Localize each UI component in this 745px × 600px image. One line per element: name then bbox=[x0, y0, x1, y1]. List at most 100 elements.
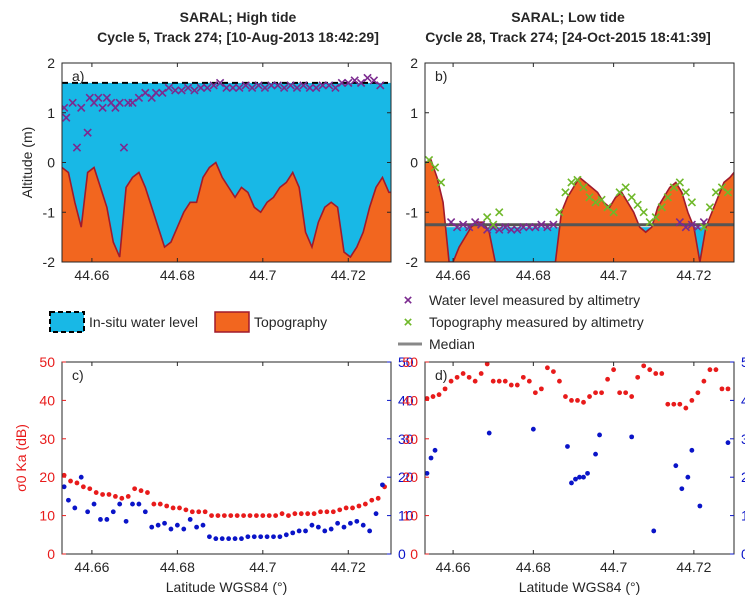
peakiness-point bbox=[85, 509, 91, 515]
peakiness-point bbox=[142, 509, 148, 515]
sigma0-point bbox=[442, 386, 448, 392]
y-tick-label: 0 bbox=[47, 546, 55, 562]
y-tick-label: -2 bbox=[43, 254, 56, 270]
peakiness-point bbox=[283, 532, 289, 538]
sigma0-point bbox=[448, 378, 454, 384]
peakiness-point bbox=[725, 440, 731, 446]
sigma0-point bbox=[526, 378, 532, 384]
topography-altimetry-point bbox=[436, 178, 446, 187]
sigma0-point bbox=[665, 401, 671, 407]
sigma0-point bbox=[605, 376, 610, 382]
sigma0-point bbox=[343, 505, 349, 511]
peakiness-point bbox=[597, 432, 602, 438]
sigma0-point bbox=[330, 509, 336, 515]
topography-line bbox=[62, 161, 391, 259]
peakiness-point bbox=[341, 524, 347, 530]
peakiness-point bbox=[424, 470, 430, 476]
water-level-altimetry-point bbox=[222, 83, 231, 93]
sigma0-point bbox=[569, 398, 574, 403]
sigma0-point bbox=[496, 378, 502, 384]
peakiness-point bbox=[98, 517, 103, 522]
legend-wl-alt-marker: × bbox=[404, 292, 413, 309]
topography-altimetry-point bbox=[561, 188, 570, 197]
water-level-altimetry-point bbox=[141, 88, 150, 98]
legend-insitu-label: In-situ water level bbox=[89, 314, 198, 330]
sigma0-point bbox=[713, 367, 719, 373]
y-tick-label: 0 bbox=[47, 155, 55, 171]
sigma0-point bbox=[514, 382, 520, 388]
panel-a-title-line1: SARAL; High tide bbox=[180, 9, 297, 25]
sigma0-point bbox=[202, 509, 208, 515]
sigma0-point bbox=[677, 401, 683, 407]
y-tick-label: 50 bbox=[39, 354, 55, 370]
topography-altimetry-point bbox=[597, 195, 606, 204]
sigma0-point bbox=[183, 507, 189, 513]
sigma0-point bbox=[260, 513, 266, 518]
y-tick-label-right: 10 bbox=[741, 508, 745, 524]
peakiness-point bbox=[303, 528, 308, 534]
y-tick-label-right: 10 bbox=[398, 508, 414, 524]
peakiness-point bbox=[251, 534, 257, 540]
sigma0-point bbox=[502, 378, 508, 384]
y-tick-label: 1 bbox=[47, 105, 55, 121]
sigma0-point bbox=[460, 371, 466, 376]
sigma0-point bbox=[689, 398, 695, 403]
sigma0-point bbox=[266, 513, 272, 518]
x-tick-label: 44.68 bbox=[160, 267, 195, 283]
peakiness-point bbox=[585, 470, 590, 476]
sigma0-point bbox=[87, 486, 93, 492]
panel-label: a) bbox=[72, 68, 84, 84]
peakiness-point bbox=[367, 528, 373, 534]
water-level-altimetry-point bbox=[687, 220, 697, 229]
panel-b: 44.66 44.68 44.7 44.72 -2 -1 0 1 2 b) bbox=[406, 55, 735, 283]
water-level-altimetry-point bbox=[681, 223, 691, 232]
peakiness-point bbox=[689, 447, 695, 453]
y-tick-label-right: 30 bbox=[741, 431, 745, 447]
sigma0-point bbox=[629, 394, 635, 399]
x-axis-label: Latitude WGS84 (°) bbox=[519, 579, 641, 595]
peakiness-point bbox=[123, 518, 129, 524]
sigma0-point bbox=[587, 394, 592, 399]
peakiness-point bbox=[104, 517, 110, 522]
sigma0-point bbox=[635, 374, 641, 380]
y-tick-label: 20 bbox=[402, 469, 418, 485]
y-tick-label-right: 50 bbox=[741, 354, 745, 370]
sigma0-point bbox=[215, 513, 221, 518]
axes-frame bbox=[61, 361, 392, 555]
x-tick-label: 44.66 bbox=[74, 559, 109, 575]
water-level-altimetry-point bbox=[543, 223, 552, 232]
y-axis-label-left: σ0 Ka (dB) bbox=[13, 424, 29, 492]
water-level-altimetry-point bbox=[525, 223, 534, 232]
sigma0-point bbox=[478, 371, 484, 376]
water-level-altimetry-point bbox=[312, 83, 321, 93]
water-level-altimetry-point bbox=[119, 143, 129, 152]
peakiness-point bbox=[651, 528, 657, 534]
x-tick-label: 44.68 bbox=[160, 559, 195, 575]
sigma0-point bbox=[430, 394, 436, 399]
water-level-altimetry-point bbox=[190, 86, 199, 95]
peakiness-point bbox=[264, 534, 270, 540]
sigma0-point bbox=[93, 490, 99, 495]
sigma0-point bbox=[145, 490, 150, 495]
sigma0-point bbox=[508, 382, 514, 388]
peakiness-point bbox=[565, 444, 570, 449]
topography-altimetry-point bbox=[555, 208, 564, 217]
panel-b-title-line1: SARAL; Low tide bbox=[511, 9, 625, 25]
sigma0-point bbox=[80, 484, 86, 490]
y-tick-label: 50 bbox=[402, 354, 418, 370]
water-level-altimetry-point bbox=[299, 81, 308, 90]
water-level-altimetry-point bbox=[344, 78, 353, 88]
water-level-altimetry-point bbox=[62, 103, 69, 112]
sigma0-point bbox=[311, 511, 317, 517]
sigma0-point bbox=[356, 503, 362, 509]
peakiness-point bbox=[110, 509, 116, 515]
water-level-altimetry-point bbox=[273, 81, 282, 90]
sigma0-point bbox=[273, 513, 279, 518]
water-level-altimetry-point bbox=[203, 83, 212, 93]
water-level-altimetry-point bbox=[134, 93, 144, 102]
x-axis-label: Latitude WGS84 (°) bbox=[166, 579, 288, 595]
topography-altimetry-point bbox=[579, 183, 588, 192]
peakiness-point bbox=[271, 534, 276, 540]
sigma0-point bbox=[234, 513, 240, 518]
